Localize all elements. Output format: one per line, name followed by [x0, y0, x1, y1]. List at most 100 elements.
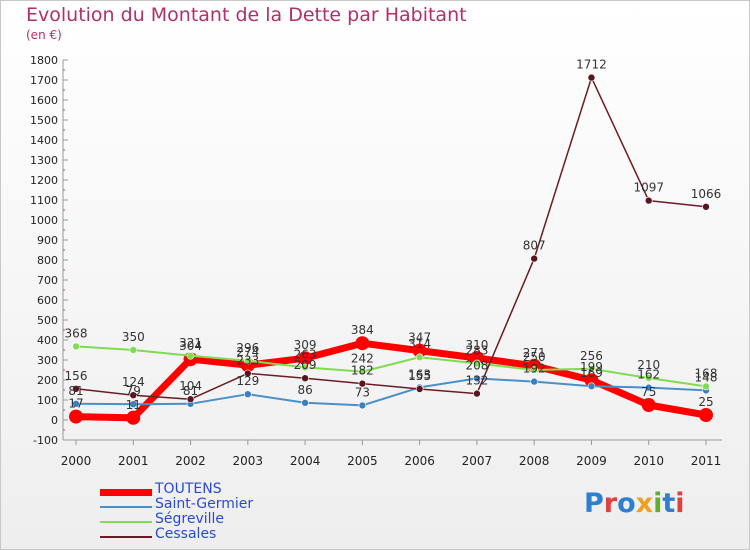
proxiti-logo: Proxiti: [584, 488, 685, 519]
x-tick-label: 2010: [633, 454, 664, 468]
data-label-cessales: 132: [465, 374, 488, 388]
data-label-toutens: 310: [465, 338, 488, 352]
y-tick-label: -100: [33, 434, 58, 447]
data-point-saint-germier: [244, 390, 252, 399]
data-label-saint-germier: 163: [408, 367, 431, 381]
data-label-cessales: 209: [294, 358, 317, 372]
data-label-toutens: 17: [68, 397, 83, 411]
data-point-toutens: [298, 351, 313, 366]
data-point-cessales: [301, 374, 309, 383]
data-point-cessales: [473, 389, 481, 398]
y-tick-label: 1800: [30, 54, 58, 67]
data-label-toutens: 384: [351, 323, 374, 337]
data-point-saint-germier: [72, 399, 80, 408]
legend-swatch-s-greville: [100, 521, 152, 523]
data-point-s-greville: [415, 353, 424, 362]
y-tick-label: 900: [37, 234, 58, 247]
data-label-s-greville: 250: [523, 350, 546, 364]
legend-label-cessales: Cessales: [155, 526, 217, 542]
data-point-toutens: [69, 409, 83, 424]
data-label-toutens: 199: [580, 360, 603, 374]
data-label-saint-germier: 81: [183, 384, 198, 398]
y-tick-label: 300: [37, 354, 58, 367]
y-tick-label: 200: [37, 374, 58, 387]
data-point-toutens: [355, 336, 370, 351]
data-label-cessales: 124: [122, 375, 145, 389]
y-tick-label: 400: [37, 334, 58, 347]
data-label-saint-germier: 169: [580, 366, 603, 380]
data-label-toutens: 304: [179, 339, 202, 353]
data-point-cessales: [129, 391, 138, 400]
x-tick-label: 2001: [118, 454, 149, 468]
data-point-saint-germier: [301, 398, 309, 407]
data-label-s-greville: 321: [179, 336, 202, 350]
legend-swatch-toutens: [100, 488, 152, 496]
chart-title: Evolution du Montant de la Dette par Hab…: [26, 4, 467, 26]
data-point-s-greville: [702, 382, 710, 391]
y-tick-label: 1600: [30, 94, 58, 107]
y-tick-label: 100: [37, 394, 58, 407]
data-point-toutens: [126, 410, 141, 425]
data-label-s-greville: 242: [351, 352, 374, 366]
data-point-saint-germier: [530, 377, 538, 386]
data-point-s-greville: [129, 346, 138, 354]
data-label-s-greville: 263: [294, 347, 317, 361]
data-label-cessales: 1066: [691, 187, 722, 201]
legend-label-toutens: TOUTENS: [155, 481, 222, 497]
data-label-s-greville: 296: [236, 341, 259, 355]
data-point-s-greville: [587, 364, 596, 373]
data-point-s-greville: [644, 374, 653, 382]
y-tick-label: 1300: [30, 154, 58, 167]
data-label-saint-germier: 208: [465, 358, 488, 372]
y-tick-label: 1000: [30, 214, 58, 227]
x-tick-label: 2004: [290, 454, 321, 468]
data-point-cessales: [186, 395, 195, 404]
legend-label-saint-germier: Saint-Germier: [155, 496, 254, 512]
data-label-s-greville: 168: [695, 366, 718, 380]
data-point-cessales: [702, 203, 710, 211]
y-tick-label: 1100: [30, 194, 58, 207]
data-point-toutens: [469, 351, 484, 365]
data-label-saint-germier: 81: [68, 384, 83, 398]
data-label-toutens: 25: [698, 395, 713, 409]
x-tick-label: 2008: [519, 454, 550, 468]
data-label-cessales: 807: [523, 239, 546, 253]
data-label-toutens: 75: [641, 385, 656, 399]
legend-label-s-greville: Ségreville: [155, 511, 225, 527]
data-label-saint-germier: 79: [126, 384, 141, 398]
x-tick-label: 2007: [462, 454, 493, 468]
data-point-cessales: [72, 384, 80, 393]
legend-swatch-cessales: [100, 536, 152, 538]
series-line-toutens: [75, 339, 707, 422]
data-label-saint-germier: 162: [637, 368, 660, 382]
data-label-cessales: 104: [179, 379, 202, 393]
data-point-cessales: [358, 379, 367, 388]
data-label-saint-germier: 192: [523, 362, 546, 376]
legend-swatch-saint-germier: [100, 506, 152, 508]
y-tick-label: 1500: [30, 114, 58, 127]
data-point-toutens: [584, 373, 599, 388]
data-label-s-greville: 283: [465, 343, 488, 357]
data-label-saint-germier: 148: [695, 370, 718, 384]
data-label-s-greville: 210: [637, 358, 660, 372]
data-point-toutens: [412, 343, 427, 358]
data-point-s-greville: [358, 367, 367, 376]
y-tick-label: 1200: [30, 174, 58, 187]
series-line-cessales: [75, 76, 707, 400]
data-point-cessales: [644, 196, 653, 205]
x-tick-label: 2005: [347, 454, 378, 468]
data-point-toutens: [699, 408, 713, 422]
y-tick-label: 700: [37, 274, 58, 287]
data-label-s-greville: 368: [65, 326, 88, 340]
y-tick-label: 600: [37, 294, 58, 307]
y-tick-label: 0: [51, 414, 58, 427]
data-label-saint-germier: 73: [355, 385, 370, 399]
data-label-toutens: 271: [523, 346, 546, 360]
y-tick-label: 1400: [30, 134, 58, 147]
data-point-saint-germier: [587, 382, 596, 391]
data-point-s-greville: [473, 359, 481, 368]
y-tick-label: 1700: [30, 74, 58, 87]
x-tick-label: 2006: [404, 454, 435, 468]
